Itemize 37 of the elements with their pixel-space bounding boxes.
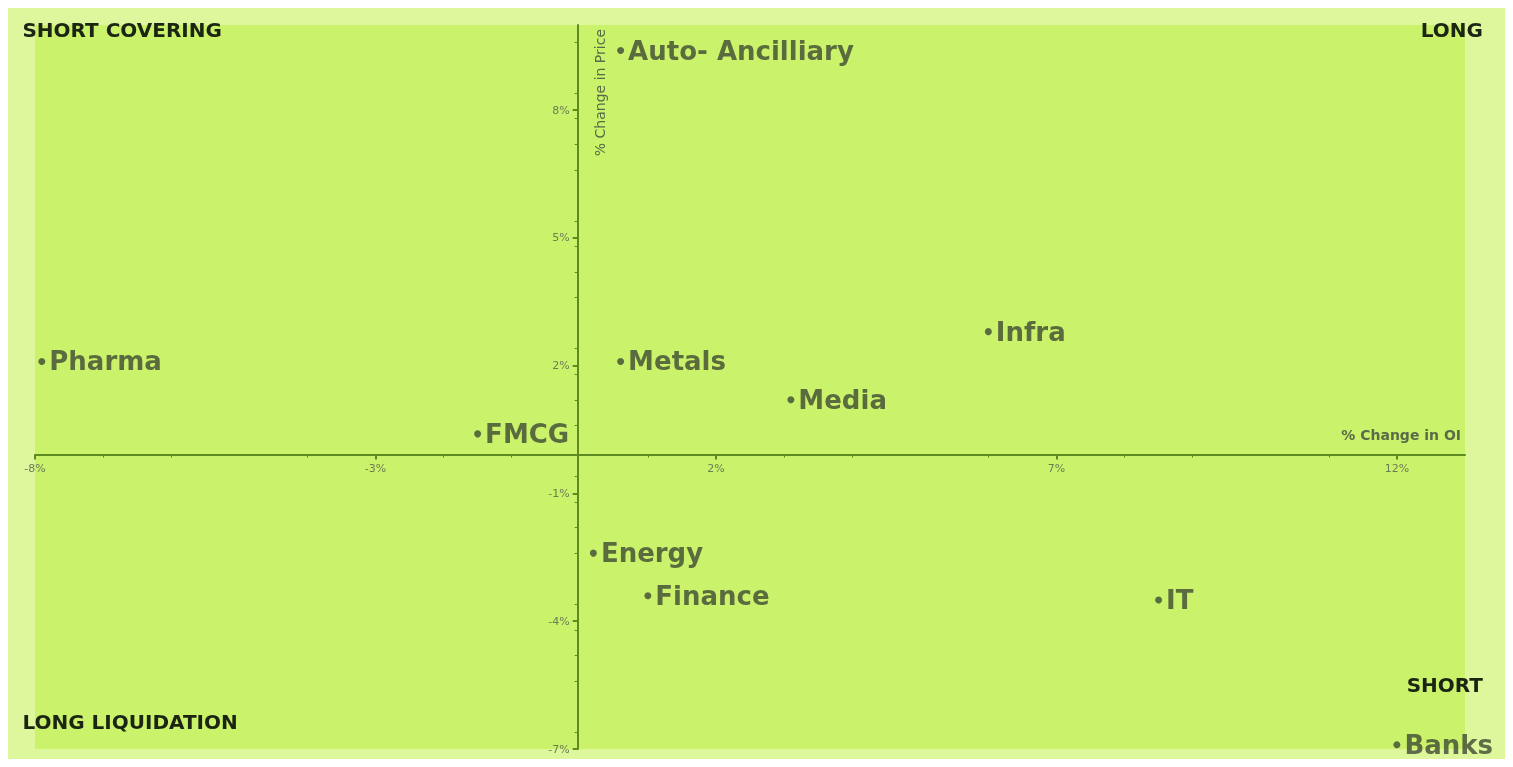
- point: [474, 430, 482, 438]
- y-tick-label: 5%: [552, 231, 570, 245]
- point: [589, 549, 597, 557]
- series-label: Energy: [600, 538, 704, 569]
- x-tick-label: 2%: [707, 461, 725, 475]
- point: [617, 357, 625, 365]
- series-label: Pharma: [49, 346, 162, 377]
- point: [644, 592, 652, 600]
- point: [1155, 596, 1163, 604]
- series-label: Metals: [628, 346, 726, 377]
- x-tick-label: -8%: [24, 461, 46, 475]
- series-label: Infra: [995, 316, 1066, 347]
- series-label: Auto- Ancilliary: [628, 35, 854, 66]
- point: [984, 328, 992, 336]
- point: [617, 47, 625, 55]
- series-label: Banks: [1404, 729, 1494, 760]
- y-axis-title: % Change in Price: [592, 29, 609, 157]
- series-label: Finance: [655, 580, 770, 611]
- series-label: IT: [1166, 584, 1194, 615]
- x-tick-label: -3%: [364, 461, 387, 475]
- y-tick-label: 2%: [552, 359, 570, 373]
- point: [787, 396, 795, 404]
- series-label: FMCG: [485, 418, 570, 449]
- annotation: LONG: [1420, 18, 1483, 42]
- point: [1393, 741, 1401, 749]
- x-tick-label: 7%: [1047, 461, 1066, 475]
- y-tick-label: -1%: [548, 486, 570, 500]
- series-label: Media: [798, 384, 887, 415]
- point: [38, 357, 46, 365]
- annotation: LONG LIQUIDATION: [22, 710, 238, 734]
- annotation: SHORT: [1406, 673, 1484, 697]
- x-tick-label: 12%: [1384, 461, 1410, 475]
- y-tick-label: -4%: [548, 614, 570, 628]
- y-tick-label: 8%: [552, 103, 570, 117]
- y-tick-label: -7%: [548, 742, 570, 756]
- annotation: SHORT COVERING: [22, 18, 222, 42]
- x-axis-title: % Change in OI: [1341, 426, 1461, 443]
